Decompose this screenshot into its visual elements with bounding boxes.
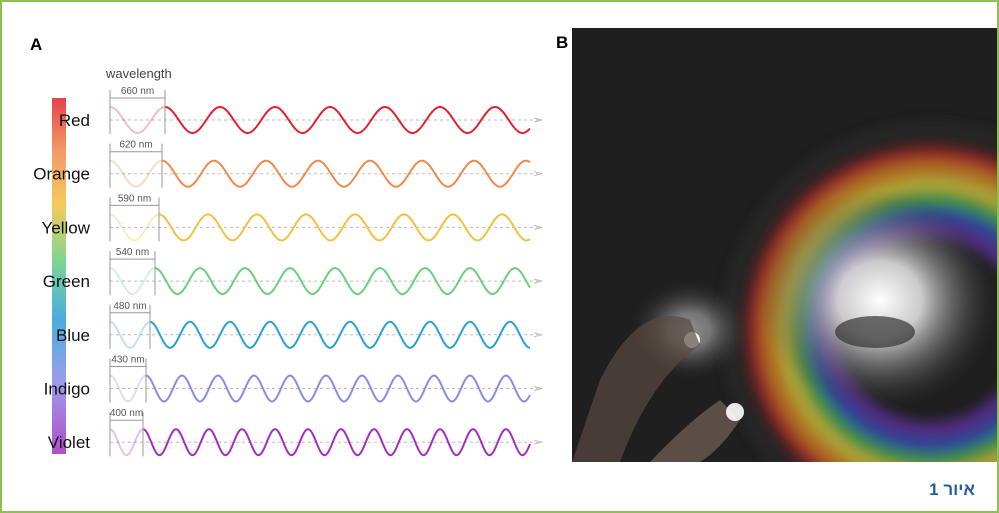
- wave-period: [110, 429, 143, 455]
- color-name: Indigo: [44, 380, 90, 399]
- caption: איור 1: [929, 480, 975, 500]
- wavelength-label: 660 nm: [121, 86, 154, 97]
- panel-label: A: [30, 35, 42, 54]
- wavelength-label: 540 nm: [116, 247, 149, 258]
- wavelength-label: 590 nm: [118, 193, 151, 204]
- wavelength-label: 620 nm: [119, 140, 152, 151]
- wave: [155, 268, 530, 294]
- wavelength-label: 480 nm: [113, 301, 146, 312]
- wavelength-label: 400 nm: [110, 408, 143, 419]
- color-name: Yellow: [41, 218, 90, 237]
- color-name: Red: [59, 111, 90, 130]
- color-name: Blue: [56, 326, 90, 345]
- color-name: Violet: [48, 433, 90, 452]
- panel-label: B: [556, 33, 568, 52]
- axis-label: wavelength: [105, 66, 172, 81]
- color-name: Orange: [33, 165, 90, 184]
- photo: [572, 28, 999, 513]
- color-name: Green: [43, 272, 90, 291]
- wavelength-label: 430 nm: [111, 355, 144, 366]
- figure: A wavelength Red 660 nm Orange 620 nm Yellow…: [0, 0, 999, 513]
